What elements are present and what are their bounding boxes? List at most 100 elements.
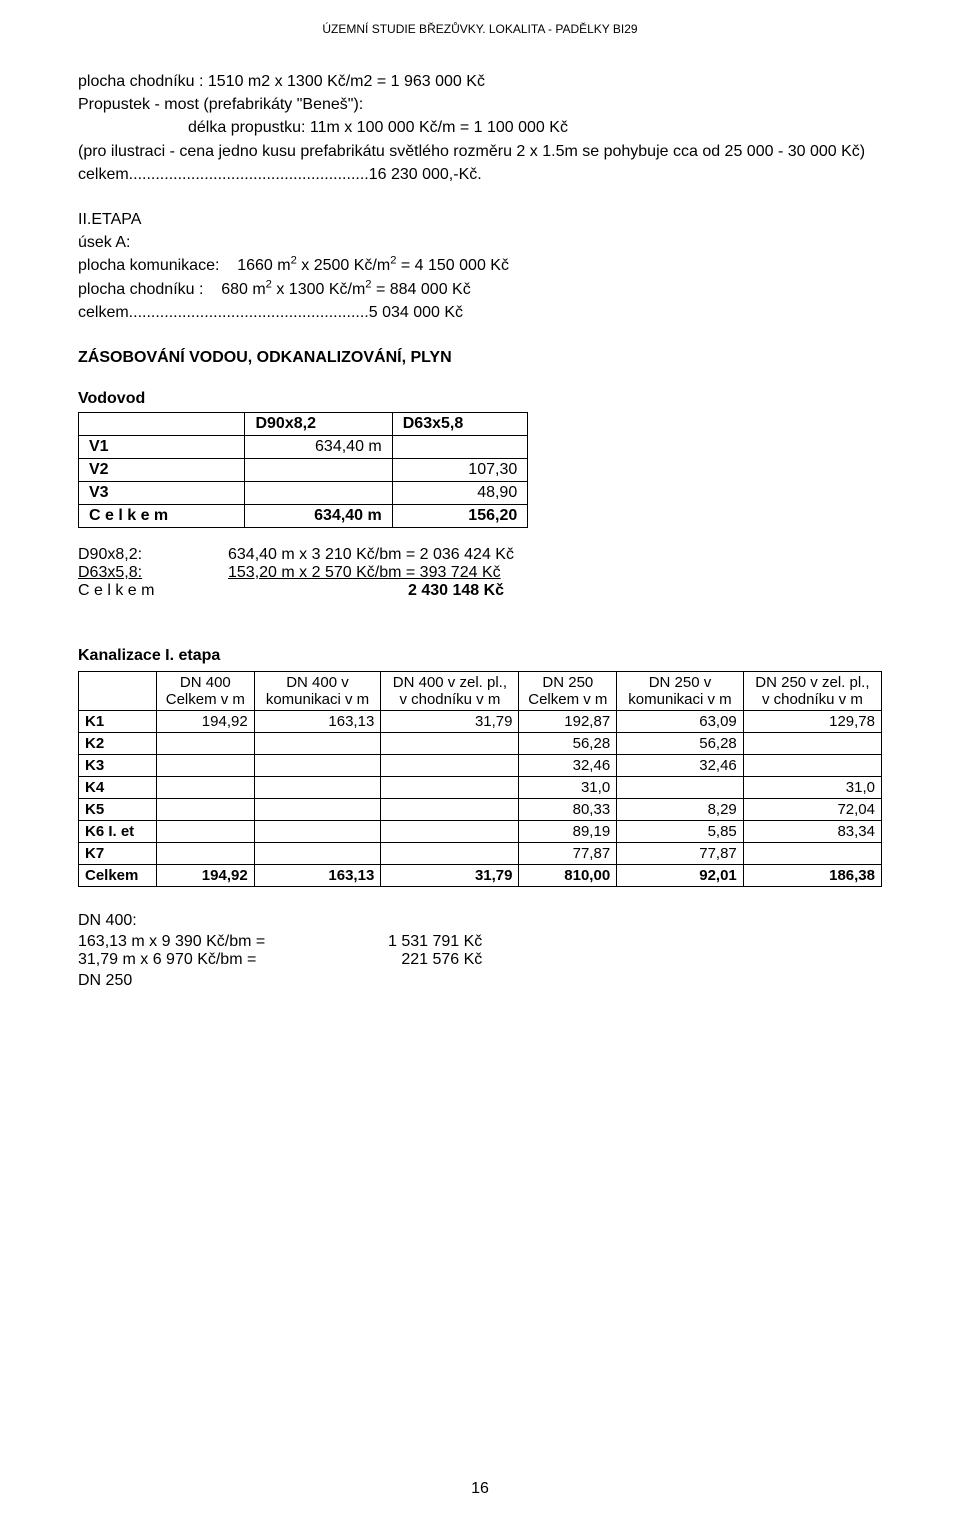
col-header: DN 400 v komunikaci v m: [254, 672, 381, 711]
cell: [743, 755, 881, 777]
vodovod-title: Vodovod: [78, 387, 882, 410]
value: x 1300 Kč/m: [272, 281, 365, 298]
dn-heading: DN 250: [78, 969, 882, 992]
section-heading: ZÁSOBOVÁNÍ VODOU, ODKANALIZOVÁNÍ, PLYN: [78, 346, 882, 369]
col-header: D90x8,2: [245, 413, 392, 436]
col-header: DN 250 Celkem v m: [519, 672, 617, 711]
cell: 163,13: [254, 711, 381, 733]
label: C e l k e m: [78, 582, 228, 600]
col-header: D63x5,8: [392, 413, 527, 436]
cell: [157, 821, 255, 843]
cell: 107,30: [392, 459, 527, 482]
row-header: K7: [79, 843, 157, 865]
cell: 634,40 m: [245, 436, 392, 459]
cell: [254, 843, 381, 865]
intro-line: celkem..................................…: [78, 163, 882, 186]
row-header: C e l k e m: [79, 505, 245, 528]
calc-line: D90x8,2: 634,40 m x 3 210 Kč/bm = 2 036 …: [78, 546, 882, 564]
cell: [157, 799, 255, 821]
etapa-block: II.ETAPA úsek A: plocha komunikace: 1660…: [78, 208, 882, 324]
col-header: [79, 672, 157, 711]
cell: 56,28: [617, 733, 744, 755]
cell: 129,78: [743, 711, 881, 733]
col-header: DN 250 v komunikaci v m: [617, 672, 744, 711]
kanal-title: Kanalizace I. etapa: [78, 644, 882, 667]
cell: 194,92: [157, 711, 255, 733]
cell: 163,13: [254, 865, 381, 887]
label: plocha chodníku :: [78, 281, 203, 298]
cell: [743, 733, 881, 755]
etapa-line: celkem..................................…: [78, 301, 882, 324]
cell: 31,79: [381, 711, 519, 733]
cell: 77,87: [519, 843, 617, 865]
page: ÚZEMNÍ STUDIE BŘEZŮVKY. LOKALITA - PADĚL…: [0, 0, 960, 1522]
row-header: V3: [79, 482, 245, 505]
cell: [254, 821, 381, 843]
intro-line: (pro ilustraci - cena jedno kusu prefabr…: [78, 140, 882, 163]
cell: 31,0: [519, 777, 617, 799]
cell: 80,33: [519, 799, 617, 821]
row-header: V1: [79, 436, 245, 459]
cell: 56,28: [519, 733, 617, 755]
calc-line: D63x5,8: 153,20 m x 2 570 Kč/bm = 393 72…: [78, 564, 882, 582]
cell: [617, 777, 744, 799]
cell: [245, 459, 392, 482]
row-header: K5: [79, 799, 157, 821]
cell: 32,46: [617, 755, 744, 777]
col-header: DN 400 Celkem v m: [157, 672, 255, 711]
value: = 884 000 Kč: [372, 281, 471, 298]
intro-line: plocha chodníku : 1510 m2 x 1300 Kč/m2 =…: [78, 70, 882, 93]
etapa-line: plocha komunikace: 1660 m2 x 2500 Kč/m2 …: [78, 254, 882, 277]
label: plocha komunikace:: [78, 257, 219, 274]
cell: [157, 733, 255, 755]
cell: [743, 843, 881, 865]
cell: [381, 843, 519, 865]
cell: 8,29: [617, 799, 744, 821]
value: 634,40 m x 3 210 Kč/bm = 2 036 424 Kč: [228, 546, 882, 564]
row-header: K2: [79, 733, 157, 755]
kanalizace-table: DN 400 Celkem v m DN 400 v komunikaci v …: [78, 671, 882, 887]
label: 163,13 m x 9 390 Kč/bm =: [78, 933, 388, 951]
row-header: K1: [79, 711, 157, 733]
cell: 77,87: [617, 843, 744, 865]
etapa-line: plocha chodníku : 680 m2 x 1300 Kč/m2 = …: [78, 278, 882, 301]
cell: 83,34: [743, 821, 881, 843]
label: D90x8,2:: [78, 546, 228, 564]
value: 1660 m: [237, 257, 290, 274]
cell: [157, 843, 255, 865]
intro-line: délka propustku: 11m x 100 000 Kč/m = 1 …: [188, 116, 882, 139]
col-header: DN 400 v zel. pl., v chodníku v m: [381, 672, 519, 711]
cell: [157, 755, 255, 777]
cell: [254, 799, 381, 821]
cell: 32,46: [519, 755, 617, 777]
cell: 810,00: [519, 865, 617, 887]
vodovod-table: D90x8,2 D63x5,8 V1 634,40 m V2 107,30 V3…: [78, 412, 528, 528]
page-number: 16: [0, 1480, 960, 1498]
cell: [381, 777, 519, 799]
cell: [254, 733, 381, 755]
row-header: V2: [79, 459, 245, 482]
etapa-subtitle: úsek A:: [78, 231, 882, 254]
cell: 31,79: [381, 865, 519, 887]
cell: 186,38: [743, 865, 881, 887]
etapa-title: II.ETAPA: [78, 208, 882, 231]
cell: 31,0: [743, 777, 881, 799]
cell: 192,87: [519, 711, 617, 733]
cell: 48,90: [392, 482, 527, 505]
document-header: ÚZEMNÍ STUDIE BŘEZŮVKY. LOKALITA - PADĚL…: [78, 22, 882, 36]
dn-calc-line: 163,13 m x 9 390 Kč/bm = 1 531 791 Kč: [78, 933, 882, 951]
cell: [254, 755, 381, 777]
cell: [381, 799, 519, 821]
value: 2 430 148 Kč: [228, 582, 882, 600]
cell: [392, 436, 527, 459]
intro-line: Propustek - most (prefabrikáty "Beneš"):: [78, 93, 882, 116]
cell: 194,92: [157, 865, 255, 887]
dn-calc-line: 31,79 m x 6 970 Kč/bm = 221 576 Kč: [78, 951, 882, 969]
col-header: DN 250 v zel. pl., v chodníku v m: [743, 672, 881, 711]
cell: [254, 777, 381, 799]
cell: [381, 821, 519, 843]
value: 680 m: [221, 281, 265, 298]
cell: 92,01: [617, 865, 744, 887]
row-header: K4: [79, 777, 157, 799]
value: 1 531 791 Kč: [388, 933, 482, 951]
